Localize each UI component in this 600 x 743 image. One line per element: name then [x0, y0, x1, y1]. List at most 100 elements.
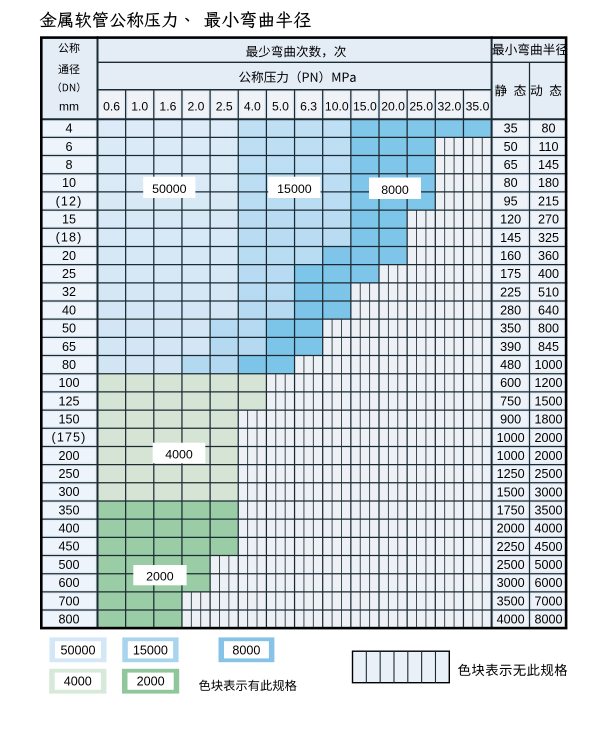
svg-text:1000: 1000 — [497, 449, 525, 463]
svg-text:1000: 1000 — [497, 431, 525, 445]
svg-text:500: 500 — [58, 558, 79, 572]
svg-text:180: 180 — [538, 176, 559, 190]
svg-text:10: 10 — [62, 176, 76, 190]
svg-text:400: 400 — [58, 522, 79, 536]
svg-text:3500: 3500 — [497, 594, 525, 608]
svg-text:360: 360 — [538, 249, 559, 263]
svg-text:3000: 3000 — [534, 485, 562, 499]
svg-text:4000: 4000 — [64, 675, 92, 689]
svg-text:15: 15 — [62, 213, 76, 227]
svg-text:175: 175 — [500, 267, 521, 281]
svg-text:1750: 1750 — [497, 504, 525, 518]
svg-text:95: 95 — [504, 194, 518, 208]
svg-text:2500: 2500 — [497, 558, 525, 572]
svg-text:mm: mm — [59, 99, 79, 113]
svg-text:50: 50 — [504, 140, 518, 154]
svg-text:1200: 1200 — [534, 376, 562, 390]
svg-text:325: 325 — [538, 231, 559, 245]
svg-text:8000: 8000 — [381, 183, 409, 197]
svg-text:600: 600 — [500, 376, 521, 390]
svg-text:5000: 5000 — [534, 558, 562, 572]
svg-text:80: 80 — [504, 176, 518, 190]
svg-text:3000: 3000 — [497, 576, 525, 590]
svg-text:8000: 8000 — [534, 613, 562, 627]
svg-text:5.0: 5.0 — [272, 99, 289, 113]
svg-text:50: 50 — [62, 322, 76, 336]
svg-text:270: 270 — [538, 213, 559, 227]
svg-text:3500: 3500 — [534, 504, 562, 518]
svg-text:4000: 4000 — [165, 448, 193, 462]
svg-text:350: 350 — [58, 503, 79, 517]
svg-text:15000: 15000 — [133, 643, 168, 657]
svg-text:4.0: 4.0 — [244, 99, 261, 113]
svg-text:25: 25 — [62, 267, 76, 281]
svg-text:1500: 1500 — [497, 485, 525, 499]
svg-text:400: 400 — [538, 267, 559, 281]
svg-text:65: 65 — [504, 158, 518, 172]
svg-text:700: 700 — [58, 594, 79, 608]
svg-text:35.0: 35.0 — [466, 99, 490, 113]
svg-text:450: 450 — [58, 540, 79, 554]
svg-text:20.0: 20.0 — [381, 99, 405, 113]
svg-text:480: 480 — [500, 358, 521, 372]
svg-text:200: 200 — [58, 449, 79, 463]
svg-text:1800: 1800 — [534, 413, 562, 427]
svg-text:80: 80 — [62, 358, 76, 372]
svg-text:6000: 6000 — [534, 576, 562, 590]
svg-text:35: 35 — [504, 122, 518, 136]
svg-text:4000: 4000 — [497, 613, 525, 627]
svg-text:0.6: 0.6 — [103, 99, 120, 113]
svg-text:50000: 50000 — [152, 182, 187, 196]
svg-text:215: 215 — [538, 194, 559, 208]
svg-text:150: 150 — [58, 413, 79, 427]
svg-text:300: 300 — [58, 485, 79, 499]
svg-text:100: 100 — [58, 376, 79, 390]
svg-text:845: 845 — [538, 340, 559, 354]
svg-text:510: 510 — [538, 285, 559, 299]
svg-text:7000: 7000 — [534, 594, 562, 608]
svg-text:2000: 2000 — [146, 570, 174, 584]
svg-text:1000: 1000 — [534, 358, 562, 372]
svg-text:2.0: 2.0 — [188, 99, 205, 113]
svg-text:65: 65 — [62, 340, 76, 354]
svg-text:2000: 2000 — [534, 431, 562, 445]
svg-text:110: 110 — [538, 140, 558, 154]
svg-text:(18): (18) — [56, 231, 83, 245]
svg-text:4: 4 — [65, 122, 72, 136]
svg-text:2000: 2000 — [534, 449, 562, 463]
svg-text:2.5: 2.5 — [216, 99, 233, 113]
svg-text:(12): (12) — [56, 194, 83, 208]
svg-text:2500: 2500 — [534, 467, 562, 481]
svg-text:145: 145 — [538, 158, 559, 172]
svg-text:225: 225 — [500, 285, 521, 299]
svg-text:6.3: 6.3 — [300, 99, 317, 113]
svg-text:32: 32 — [62, 285, 76, 299]
svg-text:4500: 4500 — [534, 540, 562, 554]
svg-text:1250: 1250 — [497, 467, 525, 481]
svg-text:640: 640 — [538, 304, 559, 318]
svg-text:145: 145 — [500, 231, 521, 245]
svg-text:800: 800 — [58, 613, 79, 627]
svg-text:32.0: 32.0 — [438, 99, 462, 113]
svg-text:800: 800 — [538, 322, 559, 336]
svg-text:40: 40 — [62, 303, 76, 317]
svg-text:15.0: 15.0 — [353, 99, 377, 113]
svg-text:2000: 2000 — [497, 522, 525, 536]
svg-text:900: 900 — [500, 413, 521, 427]
svg-text:750: 750 — [500, 394, 521, 408]
svg-text:4000: 4000 — [534, 522, 562, 536]
svg-text:390: 390 — [500, 340, 521, 354]
svg-text:(175): (175) — [52, 431, 87, 445]
svg-text:8: 8 — [65, 158, 72, 172]
svg-text:80: 80 — [541, 122, 555, 136]
svg-text:20: 20 — [62, 249, 76, 263]
svg-text:2000: 2000 — [137, 675, 165, 689]
svg-text:6: 6 — [65, 140, 72, 154]
svg-text:250: 250 — [58, 467, 79, 481]
svg-text:1500: 1500 — [534, 394, 562, 408]
svg-text:1.6: 1.6 — [159, 99, 176, 113]
svg-text:160: 160 — [500, 249, 521, 263]
svg-text:600: 600 — [58, 576, 79, 590]
svg-text:8000: 8000 — [232, 643, 260, 657]
svg-text:2250: 2250 — [497, 540, 525, 554]
